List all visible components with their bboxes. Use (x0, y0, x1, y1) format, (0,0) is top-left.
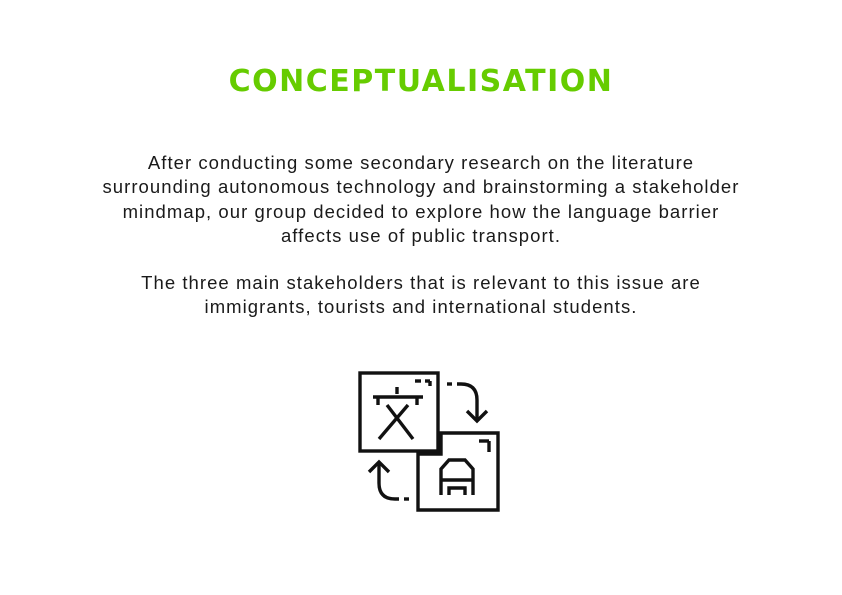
target-glyph-icon (439, 458, 475, 495)
arrow-down-icon (447, 382, 489, 424)
stakeholders-paragraph: The three main stakeholders that is rele… (141, 272, 701, 318)
page-title: CONCEPTUALISATION (228, 64, 614, 99)
translation-icon (357, 370, 501, 514)
intro-paragraph: After conducting some secondary research… (102, 152, 740, 246)
source-glyph-icon (373, 387, 423, 441)
arrow-up-icon (367, 459, 409, 501)
